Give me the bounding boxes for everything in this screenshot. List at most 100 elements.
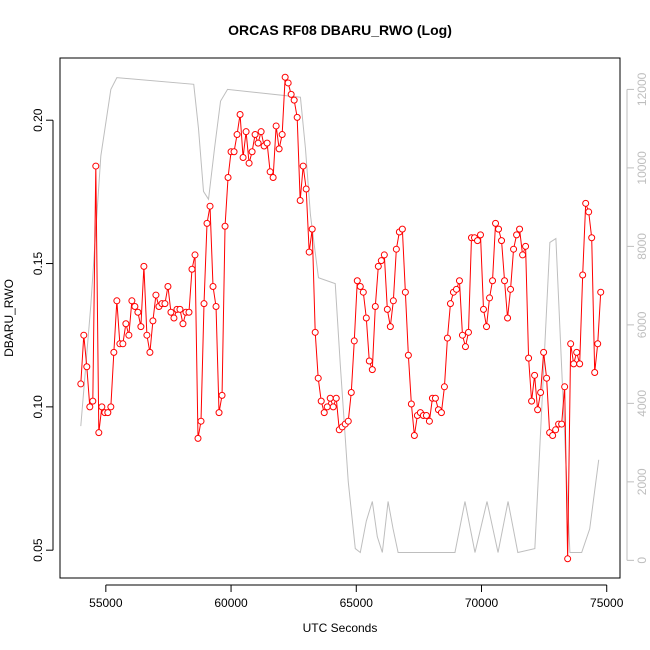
data-point	[242, 128, 250, 136]
y-axis-label: DBARU_RWO	[2, 279, 16, 357]
data-point	[573, 348, 581, 356]
data-point	[440, 383, 448, 391]
data-point	[510, 245, 518, 253]
data-point	[152, 291, 160, 299]
data-point	[305, 248, 313, 256]
data-point	[308, 225, 316, 233]
x-tick-label: 65000	[340, 596, 374, 610]
data-point	[410, 432, 418, 440]
data-point	[119, 340, 127, 348]
y2-tick-label: 8000	[635, 233, 649, 260]
data-point	[134, 308, 142, 316]
data-point	[588, 234, 596, 242]
data-point	[347, 389, 355, 397]
data-point	[594, 340, 602, 348]
data-point	[212, 303, 220, 311]
data-point	[431, 394, 439, 402]
data-point	[146, 348, 154, 356]
data-point	[374, 262, 382, 270]
data-point	[239, 153, 247, 161]
data-point	[579, 271, 587, 279]
data-point	[233, 131, 241, 139]
data-point	[483, 323, 491, 331]
data-point	[507, 285, 515, 293]
data-point	[534, 406, 542, 414]
data-point	[191, 251, 199, 259]
data-point	[492, 219, 500, 227]
data-point	[107, 403, 115, 411]
data-point	[125, 331, 133, 339]
data-point	[320, 409, 328, 417]
data-point	[567, 340, 575, 348]
data-point	[272, 122, 280, 130]
data-point	[513, 231, 521, 239]
data-point	[332, 394, 340, 402]
data-point	[296, 196, 304, 204]
data-point	[540, 348, 548, 356]
data-point	[464, 328, 472, 336]
data-point	[477, 231, 485, 239]
data-point	[92, 162, 100, 170]
data-point	[386, 323, 394, 331]
data-point	[552, 426, 560, 434]
data-point	[137, 323, 145, 331]
data-point	[359, 288, 367, 296]
data-point	[314, 374, 322, 382]
data-point	[293, 113, 301, 121]
data-point	[425, 417, 433, 425]
data-point	[209, 282, 217, 290]
data-point	[537, 389, 545, 397]
data-point	[558, 420, 566, 428]
data-point	[543, 374, 551, 382]
data-point	[564, 555, 572, 563]
data-point	[89, 397, 97, 405]
data-point	[561, 383, 569, 391]
data-point	[356, 282, 364, 290]
data-point	[501, 277, 509, 285]
data-point	[236, 110, 244, 118]
data-point	[473, 237, 481, 245]
y-tick-label: 0.10	[31, 395, 45, 419]
data-point	[597, 288, 605, 296]
data-point	[251, 131, 259, 139]
y-tick-label: 0.15	[31, 252, 45, 276]
data-point	[531, 371, 539, 379]
data-point	[281, 73, 289, 81]
data-point	[407, 400, 415, 408]
data-point	[95, 429, 103, 437]
data-point	[528, 397, 536, 405]
data-point	[287, 90, 295, 98]
y-tick-label: 0.05	[31, 538, 45, 562]
data-point	[489, 277, 497, 285]
y2-tick-label: 6000	[635, 311, 649, 338]
data-point	[398, 225, 406, 233]
data-point	[188, 265, 196, 273]
data-point	[140, 262, 148, 270]
data-point	[461, 343, 469, 351]
data-point	[170, 314, 178, 322]
plot-frame	[59, 57, 621, 579]
data-point	[350, 337, 358, 345]
data-point	[77, 380, 85, 388]
data-point	[377, 257, 385, 265]
data-point	[164, 282, 172, 290]
data-point	[176, 305, 184, 313]
data-point	[498, 237, 506, 245]
y2-tick-label: 2000	[635, 468, 649, 495]
data-point	[591, 368, 599, 376]
chart-title: ORCAS RF08 DBARU_RWO (Log)	[228, 22, 452, 38]
data-point	[185, 308, 193, 316]
data-point	[576, 360, 584, 368]
data-point	[401, 288, 409, 296]
data-point	[446, 300, 454, 308]
data-point	[266, 168, 274, 176]
data-point	[104, 409, 112, 417]
data-point	[113, 297, 121, 305]
data-point	[302, 185, 310, 193]
data-point	[200, 300, 208, 308]
x-tick-label: 75000	[590, 596, 624, 610]
data-point	[323, 403, 331, 411]
data-point	[254, 139, 262, 147]
data-point	[452, 285, 460, 293]
